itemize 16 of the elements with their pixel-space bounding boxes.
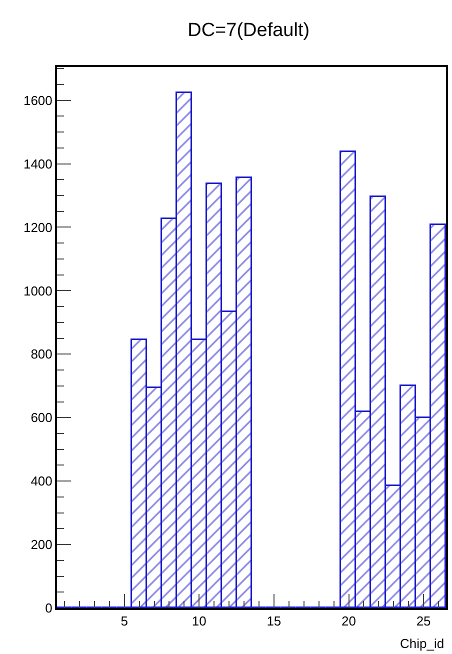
chart-title: DC=7(Default) [188,20,310,42]
y-tick-label: 200 [30,537,52,552]
y-tick-label: 600 [30,410,52,426]
x-axis-title: Chip_id [400,636,444,651]
y-tick-label: 1200 [23,220,52,235]
y-tick-label: 1400 [23,156,52,172]
y-tick-label: 800 [30,346,52,362]
x-tick-label: 25 [416,614,431,629]
y-tick-label: 1000 [23,283,52,298]
x-tick-label: 5 [120,614,128,629]
x-tick-label: 15 [266,614,282,629]
y-tick-label: 0 [45,600,52,616]
y-tick-label: 1600 [23,92,52,108]
x-tick-label: 20 [342,614,356,629]
y-tick-label: 400 [30,474,52,489]
x-tick-label: 10 [192,614,206,629]
